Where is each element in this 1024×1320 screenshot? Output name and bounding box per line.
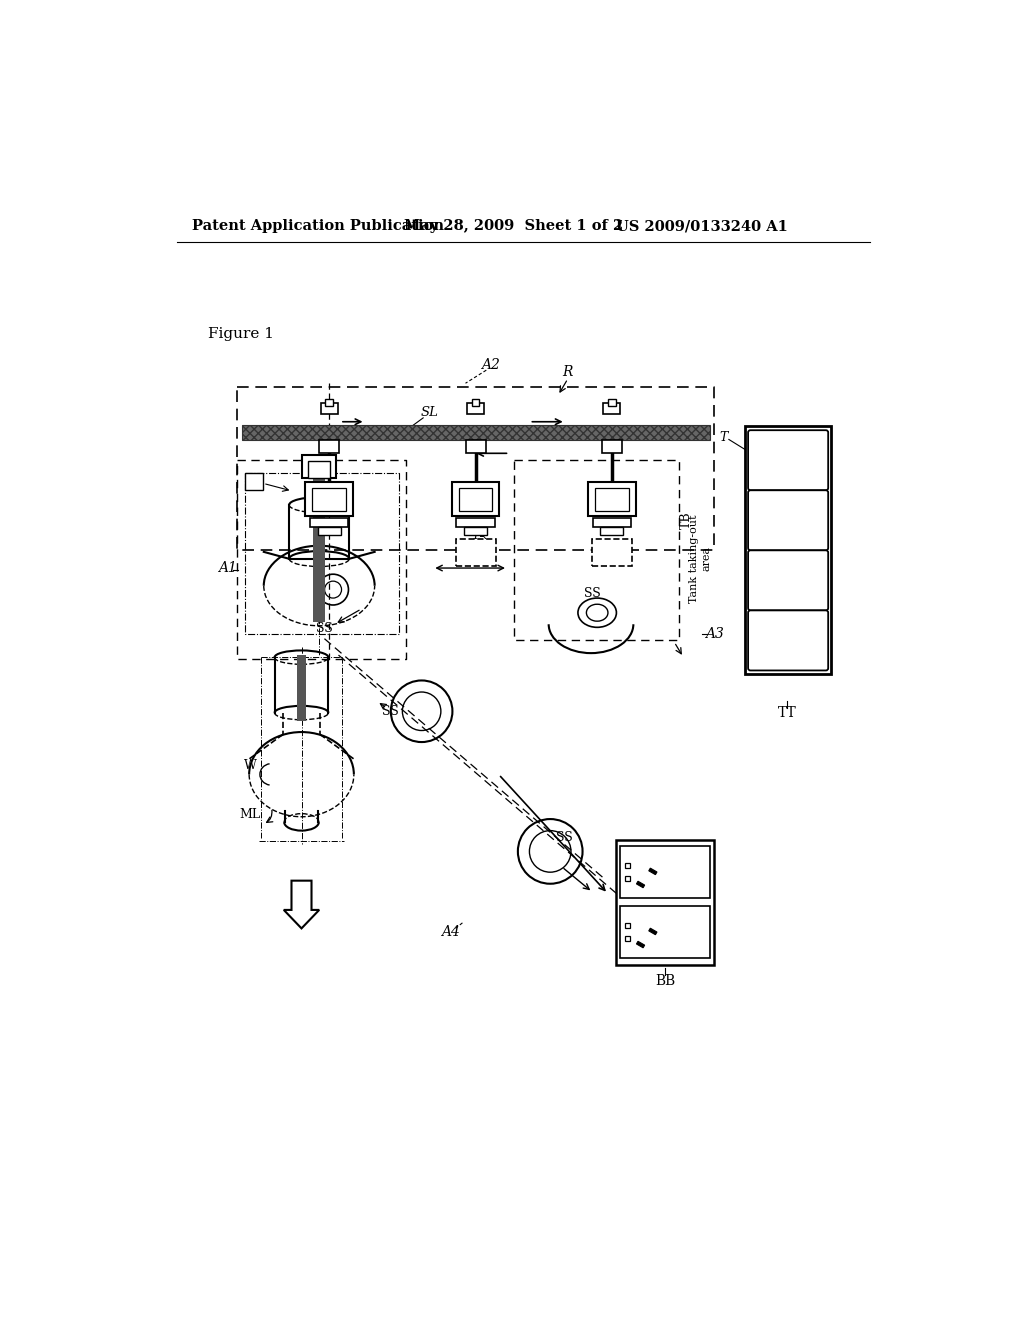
Text: Patent Application Publication: Patent Application Publication bbox=[193, 219, 444, 234]
Bar bbox=[317, 527, 341, 535]
Text: SS: SS bbox=[316, 622, 333, 635]
Text: May 28, 2009  Sheet 1 of 2: May 28, 2009 Sheet 1 of 2 bbox=[403, 219, 624, 234]
Bar bbox=[305, 482, 353, 516]
Bar bbox=[319, 441, 339, 453]
Text: Figure 1: Figure 1 bbox=[208, 327, 273, 341]
Bar bbox=[625, 936, 631, 941]
Text: SL: SL bbox=[421, 407, 438, 418]
Bar bbox=[464, 527, 487, 535]
Bar bbox=[595, 488, 629, 511]
Text: T: T bbox=[471, 529, 479, 543]
Bar bbox=[326, 399, 333, 407]
Bar bbox=[637, 941, 645, 948]
Bar bbox=[620, 846, 711, 899]
Bar bbox=[321, 404, 338, 414]
Bar bbox=[593, 517, 631, 527]
Bar bbox=[312, 488, 346, 511]
Bar bbox=[615, 840, 714, 965]
Text: SS: SS bbox=[382, 705, 398, 718]
Text: SS: SS bbox=[556, 832, 573, 843]
Bar bbox=[243, 425, 710, 441]
Text: A3: A3 bbox=[705, 627, 724, 642]
Bar bbox=[297, 655, 306, 721]
Bar bbox=[302, 455, 336, 478]
FancyArrow shape bbox=[284, 880, 319, 928]
Bar bbox=[459, 488, 493, 511]
Bar bbox=[602, 441, 622, 453]
Bar bbox=[308, 461, 330, 478]
Bar bbox=[466, 441, 485, 453]
Text: B1: B1 bbox=[247, 475, 260, 484]
Bar bbox=[745, 426, 831, 675]
Bar bbox=[637, 882, 645, 888]
Bar bbox=[649, 928, 657, 935]
Text: A2: A2 bbox=[480, 358, 500, 372]
FancyBboxPatch shape bbox=[749, 430, 828, 490]
Bar bbox=[625, 863, 631, 869]
Text: TT: TT bbox=[778, 706, 797, 719]
Text: ML: ML bbox=[240, 808, 260, 821]
Bar bbox=[592, 539, 632, 566]
Bar bbox=[452, 482, 500, 516]
Bar bbox=[310, 517, 348, 527]
Text: A4: A4 bbox=[440, 925, 460, 940]
Bar bbox=[457, 517, 495, 527]
Bar bbox=[649, 869, 657, 875]
Text: SS: SS bbox=[584, 587, 601, 601]
FancyBboxPatch shape bbox=[749, 490, 828, 550]
Text: BB: BB bbox=[654, 974, 675, 987]
Bar bbox=[620, 906, 711, 958]
Bar bbox=[456, 539, 496, 566]
Bar bbox=[313, 465, 326, 622]
Bar bbox=[625, 876, 631, 882]
Text: Tank taking-out
area: Tank taking-out area bbox=[689, 515, 712, 603]
Bar bbox=[600, 527, 624, 535]
Text: R: R bbox=[562, 366, 573, 379]
Text: A1: A1 bbox=[218, 561, 237, 576]
Bar bbox=[625, 923, 631, 928]
Bar bbox=[588, 482, 636, 516]
Text: TB: TB bbox=[680, 511, 693, 529]
Bar bbox=[467, 404, 484, 414]
FancyBboxPatch shape bbox=[749, 610, 828, 671]
Text: W: W bbox=[244, 759, 256, 772]
Text: US 2009/0133240 A1: US 2009/0133240 A1 bbox=[615, 219, 787, 234]
Bar bbox=[472, 399, 479, 407]
Bar bbox=[608, 399, 615, 407]
Bar bbox=[245, 473, 263, 490]
FancyBboxPatch shape bbox=[749, 550, 828, 610]
Bar bbox=[603, 404, 621, 414]
Text: T: T bbox=[719, 430, 728, 444]
